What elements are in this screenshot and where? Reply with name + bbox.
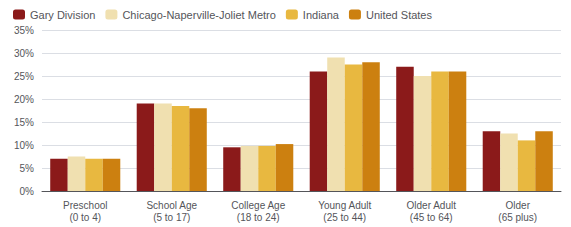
svg-text:10%: 10%	[14, 140, 34, 151]
svg-text:15%: 15%	[14, 117, 34, 128]
svg-text:Chicago-Naperville-Joliet Metr: Chicago-Naperville-Joliet Metro	[122, 9, 275, 21]
svg-text:Young Adult: Young Adult	[318, 200, 371, 211]
svg-text:35%: 35%	[14, 25, 34, 36]
svg-text:5%: 5%	[20, 163, 35, 174]
svg-text:30%: 30%	[14, 48, 34, 59]
svg-text:Preschool: Preschool	[63, 200, 107, 211]
svg-text:20%: 20%	[14, 94, 34, 105]
svg-text:(65 plus): (65 plus)	[498, 212, 537, 223]
svg-text:(45 to 64): (45 to 64)	[410, 212, 453, 223]
svg-text:School Age: School Age	[146, 200, 197, 211]
svg-text:United States: United States	[366, 9, 433, 21]
svg-text:Older Adult: Older Adult	[407, 200, 457, 211]
svg-text:25%: 25%	[14, 71, 34, 82]
svg-text:Older: Older	[506, 200, 531, 211]
svg-text:Indiana: Indiana	[303, 9, 340, 21]
svg-text:Gary Division: Gary Division	[30, 9, 95, 21]
svg-text:(25 to 44): (25 to 44)	[323, 212, 366, 223]
svg-text:(0 to 4): (0 to 4)	[69, 212, 101, 223]
svg-text:College Age: College Age	[231, 200, 285, 211]
svg-text:(18 to 24): (18 to 24)	[237, 212, 280, 223]
svg-text:(5 to 17): (5 to 17)	[153, 212, 190, 223]
svg-text:0%: 0%	[20, 186, 35, 197]
